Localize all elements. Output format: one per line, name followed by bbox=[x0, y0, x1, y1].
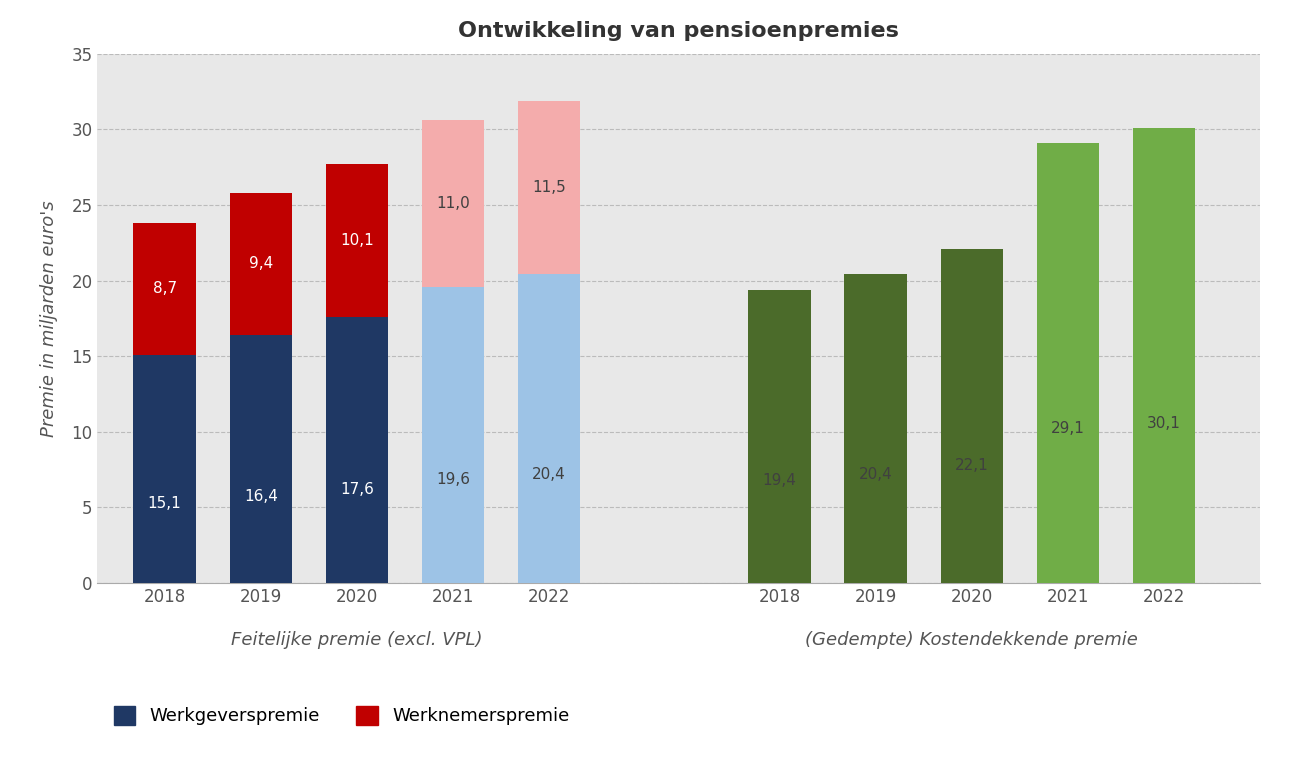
Text: 15,1: 15,1 bbox=[148, 495, 182, 511]
Bar bbox=[134, 354, 196, 583]
Bar bbox=[134, 223, 196, 354]
Text: 20,4: 20,4 bbox=[859, 467, 892, 482]
Legend: Werkgeverspremie, Werknemerspremie: Werkgeverspremie, Werknemerspremie bbox=[107, 699, 577, 732]
Bar bbox=[422, 120, 485, 287]
Text: 20,4: 20,4 bbox=[533, 467, 566, 482]
Text: 16,4: 16,4 bbox=[244, 489, 278, 504]
Bar bbox=[940, 249, 1003, 583]
Bar bbox=[1133, 128, 1195, 583]
Text: 19,4: 19,4 bbox=[763, 472, 796, 488]
Text: 8,7: 8,7 bbox=[152, 281, 177, 296]
Bar bbox=[518, 100, 581, 275]
Y-axis label: Premie in miljarden euro's: Premie in miljarden euro's bbox=[39, 200, 57, 436]
Bar bbox=[844, 275, 907, 583]
Bar bbox=[326, 164, 388, 317]
Text: 11,5: 11,5 bbox=[533, 180, 566, 195]
Bar bbox=[748, 290, 811, 583]
Text: 30,1: 30,1 bbox=[1147, 416, 1181, 431]
Bar bbox=[326, 317, 388, 583]
Text: 22,1: 22,1 bbox=[955, 459, 989, 473]
Title: Ontwikkeling van pensioenpremies: Ontwikkeling van pensioenpremies bbox=[459, 21, 899, 41]
Text: 10,1: 10,1 bbox=[340, 233, 374, 248]
Bar bbox=[230, 335, 292, 583]
Text: 17,6: 17,6 bbox=[340, 482, 374, 497]
Text: 29,1: 29,1 bbox=[1051, 421, 1085, 436]
Bar bbox=[230, 193, 292, 335]
Bar bbox=[518, 275, 581, 583]
Text: 11,0: 11,0 bbox=[436, 196, 470, 211]
Bar bbox=[422, 287, 485, 583]
Text: Feitelijke premie (excl. VPL): Feitelijke premie (excl. VPL) bbox=[231, 631, 483, 650]
Text: 9,4: 9,4 bbox=[248, 256, 273, 272]
Text: (Gedempte) Kostendekkende premie: (Gedempte) Kostendekkende premie bbox=[805, 631, 1138, 650]
Text: 19,6: 19,6 bbox=[436, 472, 470, 487]
Bar bbox=[1037, 143, 1099, 583]
